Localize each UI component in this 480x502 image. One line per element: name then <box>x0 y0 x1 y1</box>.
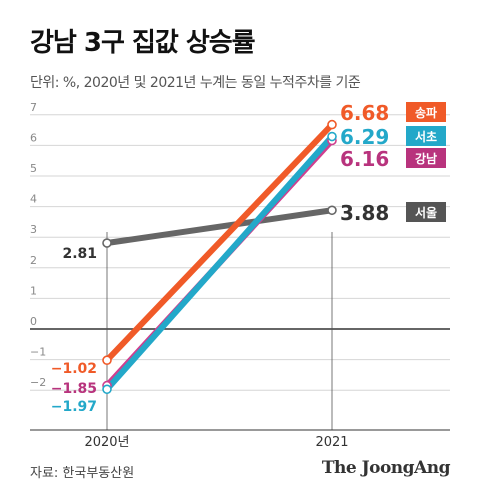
data-point <box>102 355 112 366</box>
data-point <box>327 205 337 216</box>
legend-label: 서초 <box>415 129 437 144</box>
chart-grid: 7 6 5 4 3 2 1 0 −1 −2 2020년 2021 <box>30 101 450 450</box>
start-value-label: −1.02 <box>51 361 97 377</box>
y-tick-label: 1 <box>30 284 37 297</box>
end-value-label: 3.88 <box>340 201 389 225</box>
series-line <box>104 133 335 393</box>
data-point <box>102 384 112 395</box>
chart-subtitle: 단위: %, 2020년 및 2021년 누계는 동일 누적주차를 기준 <box>30 75 361 91</box>
end-value-label: 6.16 <box>340 147 389 171</box>
end-value-label: 6.29 <box>340 125 389 149</box>
source-note: 자료: 한국부동산원 <box>30 466 135 481</box>
y-tick-label: −1 <box>30 346 46 359</box>
start-value-label: −1.85 <box>51 381 97 397</box>
chart-title: 강남 3구 집값 상승률 <box>30 28 256 58</box>
legend-badge <box>406 148 446 168</box>
series-line <box>104 207 335 247</box>
y-tick-label: 6 <box>30 131 37 144</box>
chart-labels: −1.02 −1.97 −1.85 2.81 6.68 송파 6.29 서초 6.16 강남 3.8… <box>51 101 446 415</box>
y-tick-label: 0 <box>30 315 37 328</box>
legend-label: 서울 <box>415 205 437 220</box>
start-value-label: −1.97 <box>51 399 97 415</box>
legend-label: 강남 <box>415 151 437 166</box>
legend-badge <box>406 126 446 146</box>
start-value-label: 2.81 <box>62 246 97 262</box>
legend-badge <box>406 202 446 222</box>
chart-series <box>102 119 337 395</box>
legend-label: 송파 <box>415 105 437 120</box>
y-tick-label: 2 <box>30 254 37 267</box>
data-point <box>327 131 337 142</box>
end-value-label: 6.68 <box>340 101 389 125</box>
x-tick-label: 2021 <box>315 435 348 450</box>
data-point <box>102 238 112 248</box>
y-tick-label: 5 <box>30 162 37 175</box>
legend-badge <box>406 102 446 122</box>
y-tick-label: −2 <box>30 376 46 389</box>
y-tick-label: 7 <box>30 101 37 114</box>
data-point <box>327 119 337 130</box>
series-line <box>104 121 335 364</box>
x-tick-label: 2020년 <box>84 435 129 450</box>
y-tick-label: 4 <box>30 193 37 206</box>
publisher-logo: The JoongAng <box>321 458 451 478</box>
y-tick-label: 3 <box>30 223 37 236</box>
